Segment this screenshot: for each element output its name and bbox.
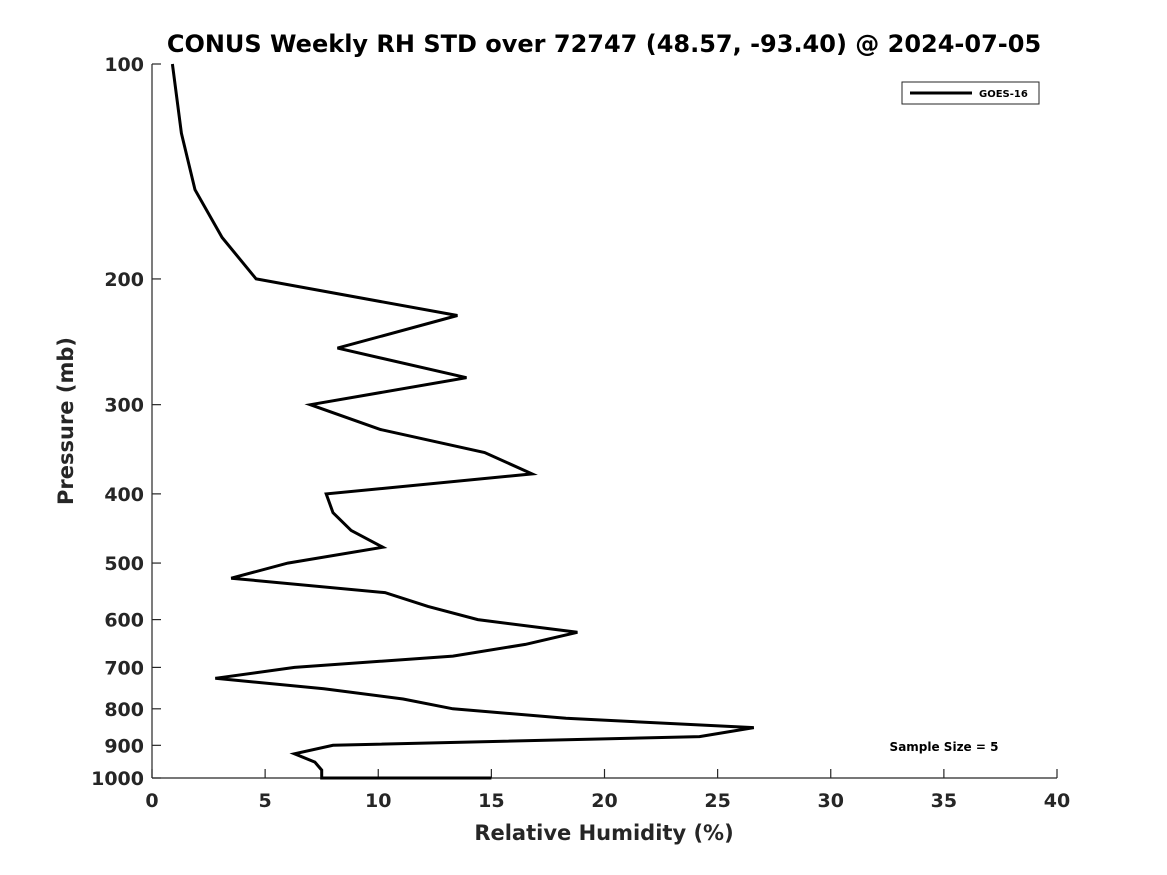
x-tick-label: 5 bbox=[259, 790, 272, 812]
legend: GOES-16 bbox=[901, 81, 1040, 105]
legend-label-goes-16: GOES-16 bbox=[979, 89, 1028, 100]
x-axis-label: Relative Humidity (%) bbox=[474, 821, 733, 845]
sample-size-annotation: Sample Size = 5 bbox=[890, 740, 999, 754]
y-axis-ticks: 100 200 300 400 500 600 700 800 900 1000 bbox=[91, 54, 161, 790]
chart-title: CONUS Weekly RH STD over 72747 (48.57, -… bbox=[167, 30, 1041, 58]
y-tick-label: 900 bbox=[104, 735, 144, 757]
y-tick-label: 500 bbox=[104, 553, 144, 575]
x-tick-label: 20 bbox=[591, 790, 617, 812]
y-tick-label: 100 bbox=[104, 54, 144, 76]
y-tick-label: 200 bbox=[104, 269, 144, 291]
x-tick-label: 25 bbox=[704, 790, 730, 812]
y-axis-label: Pressure (mb) bbox=[54, 337, 78, 505]
x-tick-label: 40 bbox=[1044, 790, 1070, 812]
y-tick-label: 800 bbox=[104, 699, 144, 721]
series-layer bbox=[170, 63, 755, 780]
x-tick-label: 35 bbox=[931, 790, 957, 812]
x-tick-label: 15 bbox=[478, 790, 504, 812]
series-line-goes-16 bbox=[170, 63, 755, 780]
y-tick-label: 400 bbox=[104, 484, 144, 506]
x-tick-label: 0 bbox=[145, 790, 158, 812]
x-axis-ticks: 0 5 10 15 20 25 30 35 40 bbox=[145, 769, 1070, 812]
y-tick-label: 1000 bbox=[91, 768, 144, 790]
x-tick-label: 30 bbox=[818, 790, 844, 812]
y-tick-label: 300 bbox=[104, 395, 144, 417]
x-tick-label: 10 bbox=[365, 790, 391, 812]
y-tick-label: 700 bbox=[104, 657, 144, 679]
y-tick-label: 600 bbox=[104, 610, 144, 632]
